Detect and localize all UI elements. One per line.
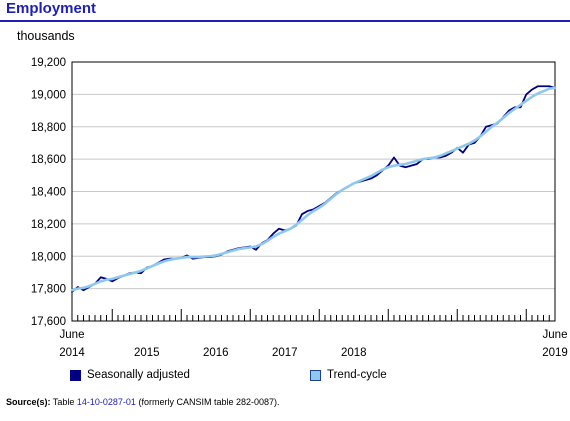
x-tick-label-year: 2017 bbox=[272, 347, 298, 359]
x-tick-label-month: June bbox=[60, 329, 85, 341]
source-prefix: Table bbox=[52, 397, 75, 407]
y-axis-unit-label: thousands bbox=[17, 29, 75, 43]
chart-title: Employment bbox=[6, 0, 97, 17]
y-tick-label: 18,400 bbox=[31, 187, 66, 199]
x-tick-label-year: 2014 bbox=[59, 347, 85, 359]
y-tick-label: 18,200 bbox=[31, 219, 66, 231]
y-tick-label: 18,000 bbox=[31, 251, 66, 263]
y-tick-label: 18,800 bbox=[31, 122, 66, 134]
legend-item-trend-cycle: Trend-cycle bbox=[310, 369, 387, 381]
source-suffix: (formerly CANSIM table 282-0087). bbox=[138, 397, 280, 407]
series-line-trend-cycle bbox=[70, 86, 557, 292]
x-tick-label-year: 2019 bbox=[542, 347, 568, 359]
x-tick-label-month: June bbox=[543, 329, 568, 341]
x-axis: June 2014 2015 2016 2017 2018 June 2019 bbox=[59, 309, 568, 359]
legend-item-seasonally-adjusted: Seasonally adjusted bbox=[70, 369, 190, 381]
y-tick-label: 17,800 bbox=[31, 284, 66, 296]
legend-swatch-trend-cycle bbox=[310, 369, 321, 381]
legend-swatch-seasonally-adjusted bbox=[70, 369, 81, 381]
y-tick-label: 18,600 bbox=[31, 154, 66, 166]
source-note: Source(s): Table 14-10-0287-01 (formerly… bbox=[6, 397, 280, 407]
series-line-seasonally-adjusted bbox=[71, 85, 556, 293]
y-tick-label: 19,200 bbox=[31, 57, 66, 69]
x-tick-label-year: 2015 bbox=[134, 347, 160, 359]
source-table-link[interactable]: 14-10-0287-01 bbox=[76, 397, 136, 407]
legend-label-trend-cycle: Trend-cycle bbox=[327, 369, 387, 381]
x-tick-label-year: 2016 bbox=[203, 347, 229, 359]
source-label: Source(s): bbox=[6, 397, 51, 407]
series-lines bbox=[70, 85, 557, 293]
legend-label-seasonally-adjusted: Seasonally adjusted bbox=[87, 369, 190, 381]
y-axis: 17,600 17,800 18,000 18,200 18,400 18,600 18,8… bbox=[31, 57, 66, 328]
grid-lines bbox=[72, 93, 555, 290]
y-tick-label: 19,000 bbox=[31, 89, 66, 101]
x-tick-label-year: 2018 bbox=[341, 347, 367, 359]
title-underline bbox=[0, 20, 570, 22]
y-tick-label: 17,600 bbox=[31, 316, 66, 328]
